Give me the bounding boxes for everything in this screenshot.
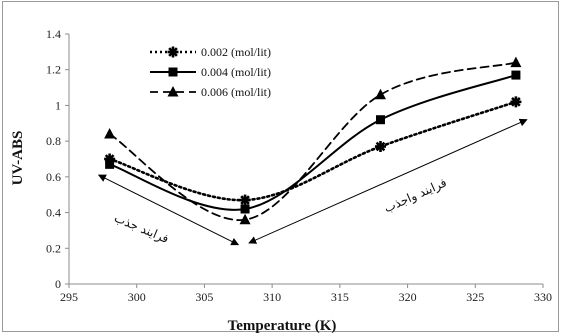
series-1 xyxy=(104,96,522,206)
annotation-arrow xyxy=(248,118,528,244)
data-point xyxy=(240,204,250,214)
legend-marker xyxy=(167,46,179,58)
x-tick-label: 315 xyxy=(331,290,349,304)
data-point xyxy=(105,159,115,169)
x-tick-label: 310 xyxy=(263,290,281,304)
series-layer xyxy=(104,56,522,225)
data-point xyxy=(510,96,522,108)
data-point xyxy=(374,141,386,152)
legend-label: 0.004 (mol/lit) xyxy=(201,65,271,79)
y-tick-label: 0 xyxy=(55,277,61,291)
x-tick-label: 320 xyxy=(399,290,417,304)
series-line xyxy=(108,61,517,221)
annotation-label: فرایند واجذب xyxy=(382,175,449,216)
x-axis-title: Temperature (K) xyxy=(228,318,337,334)
data-point xyxy=(510,56,522,68)
data-point xyxy=(104,128,116,139)
x-tick-label: 325 xyxy=(466,290,484,304)
legend-marker xyxy=(168,67,178,77)
data-point xyxy=(374,88,386,100)
legend-label: 0.002 (mol/lit) xyxy=(201,45,271,59)
legend: 0.002 (mol/lit) 0.004 (mol/lit) 0.006 (mol… xyxy=(150,45,271,99)
x-tick-label: 300 xyxy=(128,290,146,304)
legend-label: 0.006 (mol/lit) xyxy=(201,85,271,99)
y-tick-label: 0.6 xyxy=(46,170,61,184)
y-axis-title: UV-ABS xyxy=(10,131,26,186)
y-tick-label: 1 xyxy=(55,98,61,112)
annotation-label: فرایند جذب xyxy=(112,211,171,247)
data-point xyxy=(375,115,385,125)
y-tick-label: 1.2 xyxy=(46,63,61,77)
data-point xyxy=(511,70,521,80)
x-tick-label: 305 xyxy=(195,290,213,304)
y-tick-label: 0.8 xyxy=(46,134,61,148)
data-point xyxy=(239,213,251,225)
y-tick-label: 0.2 xyxy=(46,241,61,255)
y-tick-labels: 0 0.2 0.4 0.6 0.8 1 1.2 1.4 xyxy=(46,27,69,291)
annotation-layer: فرایند جذب فرایند واجذب xyxy=(97,118,528,247)
legend-marker xyxy=(167,86,179,97)
annotation-arrow xyxy=(97,174,240,246)
y-tick-label: 1.4 xyxy=(46,27,61,41)
y-tick-label: 0.4 xyxy=(46,206,61,220)
data-point xyxy=(239,194,251,206)
series-3 xyxy=(104,56,522,225)
x-tick-label: 330 xyxy=(534,290,552,304)
x-tick-label: 295 xyxy=(60,290,78,304)
x-tick-labels: 295 300 305 310 315 320 325 330 xyxy=(60,284,552,304)
